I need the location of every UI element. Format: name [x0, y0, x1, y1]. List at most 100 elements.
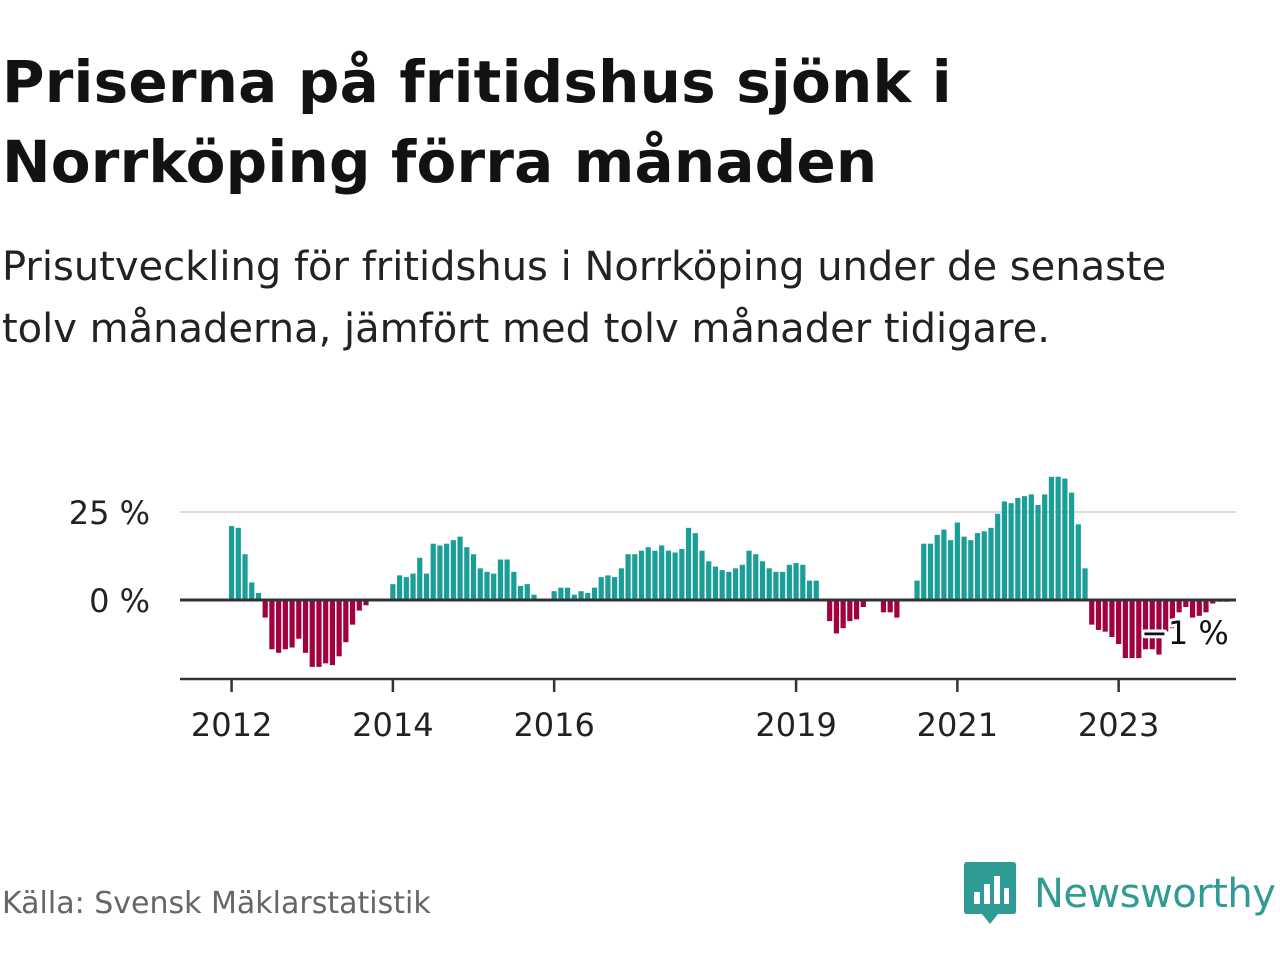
bar: [961, 536, 967, 600]
bar: [706, 561, 712, 600]
x-tick-label: 2021: [917, 706, 998, 744]
bar: [712, 566, 719, 600]
bar: [316, 600, 322, 667]
bar: [632, 554, 638, 600]
bar: [1015, 497, 1021, 600]
bar: [504, 559, 510, 600]
bar: [1149, 600, 1155, 650]
bar: [746, 550, 752, 600]
bar: [1156, 600, 1162, 655]
bar: [403, 577, 409, 600]
bar: [968, 540, 974, 600]
chart-title: Priserna på fritidshus sjönk i Norrköpin…: [2, 48, 952, 196]
bar: [927, 543, 934, 600]
bar: [1095, 600, 1102, 630]
bar: [860, 600, 866, 608]
bar: [840, 600, 846, 629]
bar: [470, 554, 477, 600]
bar: [517, 585, 524, 600]
y-tick-label: 25 %: [69, 494, 150, 532]
bar: [995, 513, 1001, 600]
bar: [464, 547, 470, 600]
bar: [249, 582, 255, 600]
bar: [524, 584, 530, 600]
bar: [1196, 600, 1202, 616]
bar: [1089, 600, 1095, 625]
bar: [618, 568, 624, 600]
bar: [591, 587, 598, 600]
bar: [1189, 600, 1196, 618]
bar: [356, 600, 362, 611]
bar: [571, 594, 577, 600]
bar: [638, 550, 645, 600]
bar: [598, 577, 604, 600]
bar: [954, 522, 960, 600]
bar: [827, 600, 833, 622]
bar: [1163, 600, 1169, 632]
source-note: Källa: Svensk Mäklarstatistik: [2, 886, 431, 921]
bar: [397, 575, 403, 600]
bar: [329, 600, 335, 666]
x-tick-label: 2023: [1078, 706, 1159, 744]
bar: [323, 600, 329, 664]
bar: [739, 564, 745, 600]
bar: [934, 534, 940, 600]
bar: [1129, 600, 1135, 659]
x-tick-label: 2019: [755, 706, 836, 744]
bar: [1062, 478, 1068, 600]
bar: [1203, 600, 1209, 613]
bar: [981, 531, 987, 600]
bar: [309, 600, 315, 667]
bar: [853, 600, 860, 620]
x-tick-label: 2016: [513, 706, 594, 744]
last-value-label-halo: −1 %: [1141, 614, 1229, 652]
bar: [585, 592, 591, 600]
bar: [894, 600, 900, 618]
bar: [289, 600, 295, 648]
bar: [766, 568, 772, 600]
bar: [887, 600, 893, 613]
bar: [437, 545, 443, 600]
bar: [726, 571, 732, 600]
bar: [1142, 600, 1149, 650]
bar: [1069, 492, 1075, 600]
bar: [531, 594, 537, 600]
bar: [430, 543, 436, 600]
bar: [444, 543, 450, 600]
bar: [578, 591, 584, 600]
bar: [672, 552, 678, 600]
bar: [948, 540, 954, 600]
bar: [659, 545, 665, 600]
brand-logo: Newsworthy: [964, 862, 1276, 926]
bar: [302, 600, 309, 653]
bar: [612, 577, 618, 600]
bar: [793, 563, 799, 600]
bar: [1008, 503, 1014, 600]
brand-name: Newsworthy: [1034, 871, 1276, 917]
bar: [813, 580, 819, 600]
bar: [773, 571, 779, 600]
bar: [941, 529, 947, 600]
bar: [276, 600, 282, 653]
bar: [477, 568, 483, 600]
bar: [1082, 568, 1088, 600]
bar: [806, 580, 813, 600]
bar: [282, 600, 288, 650]
bar: [1210, 600, 1216, 604]
last-value-label: −1 %: [1141, 614, 1229, 652]
bar: [759, 561, 766, 600]
bar: [914, 580, 920, 600]
bar: [511, 571, 517, 600]
bar: [1021, 496, 1028, 600]
bar: [699, 550, 705, 600]
bar: [1109, 600, 1115, 637]
bar: [625, 554, 631, 600]
bar: [1001, 501, 1007, 600]
bar: [390, 584, 396, 600]
bar: [833, 600, 839, 634]
bar: [235, 527, 241, 600]
bar: [1136, 600, 1142, 659]
x-tick-label: 2012: [191, 706, 272, 744]
bar: [417, 557, 423, 600]
bar: [988, 527, 994, 600]
